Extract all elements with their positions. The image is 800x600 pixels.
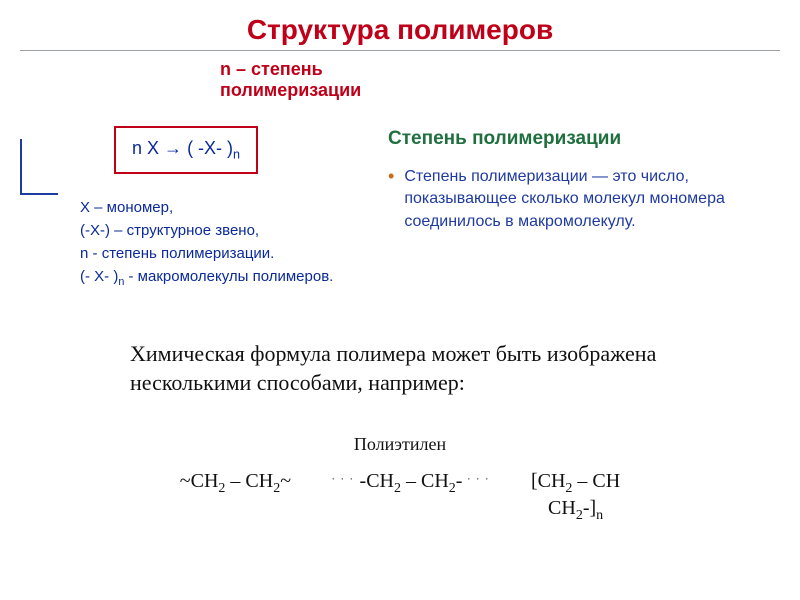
eq-arrow: → [164, 138, 182, 158]
equation-box: n X → ( -X- )n [114, 126, 258, 174]
equation-block: n X → ( -X- )n X – мономер, (-X-) – стру… [30, 126, 370, 291]
slide-title: Структура полимеров [0, 0, 800, 46]
f2s1: 2 [394, 481, 401, 496]
body-paragraph: Химическая формула полимера может быть и… [130, 340, 700, 397]
def-l4c: - макромолекулы полимеров. [124, 268, 333, 285]
formula-3: [CH2 – CH CH2-]n [513, 470, 638, 524]
def-line-3: n - степень полимеризации. [80, 242, 370, 265]
right-block-title: Степень полимеризации [388, 128, 778, 150]
f3a: [CH [531, 470, 565, 492]
f2a: -CH [355, 470, 394, 492]
f3sn: n [596, 508, 603, 523]
eq-right-sub: n [233, 148, 240, 162]
f1a: ~CH [180, 470, 219, 492]
f3b: – CH [572, 470, 620, 492]
right-definition-block: Степень полимеризации • Степень полимери… [388, 128, 778, 233]
right-bullet: • Степень полимеризации — это число, пок… [388, 166, 778, 233]
f2s2: 2 [449, 481, 456, 496]
definitions-list: X – мономер, (-X-) – структурное звено, … [80, 196, 370, 291]
f3c: -] [583, 497, 596, 519]
equation-hint-box [20, 139, 58, 195]
bullet-dot-icon: • [388, 166, 394, 233]
dots-right-icon: . . . [467, 471, 490, 482]
right-bullet-text: Степень полимеризации — это число, показ… [404, 166, 778, 233]
f1c: ~ [280, 470, 291, 492]
formula-row: ~CH2 – CH2~ . . . -CH2 – CH2- . . . [CH2… [0, 470, 800, 524]
subhead-line-1: n – степень [220, 59, 323, 79]
f3s2: 2 [576, 508, 583, 523]
def-line-2: (-X-) – структурное звено, [80, 219, 370, 242]
def-line-4: (- X- )n - макромолекулы полимеров. [80, 265, 370, 291]
f1b: – CH [225, 470, 273, 492]
f2b: – CH [401, 470, 449, 492]
polymer-label: Полиэтилен [0, 434, 800, 455]
subhead-line-2: полимеризации [220, 80, 361, 100]
dots-left-icon: . . . [332, 471, 355, 482]
sub-heading: n – степень полимеризации [220, 59, 800, 100]
formula-2: . . . -CH2 – CH2- . . . [314, 470, 508, 497]
def-l4a: (- X- ) [80, 268, 118, 285]
formula-1: ~CH2 – CH2~ [162, 470, 309, 497]
eq-right-open: ( -X- ) [187, 138, 233, 158]
eq-right: ( -X- )n [187, 138, 240, 158]
def-line-1: X – мономер, [80, 196, 370, 219]
divider [20, 50, 780, 51]
eq-left: n X [132, 138, 159, 158]
def-l3b: степень полимеризации. [102, 245, 275, 262]
def-l3a: n - [80, 245, 102, 262]
f2c: - [456, 470, 468, 492]
